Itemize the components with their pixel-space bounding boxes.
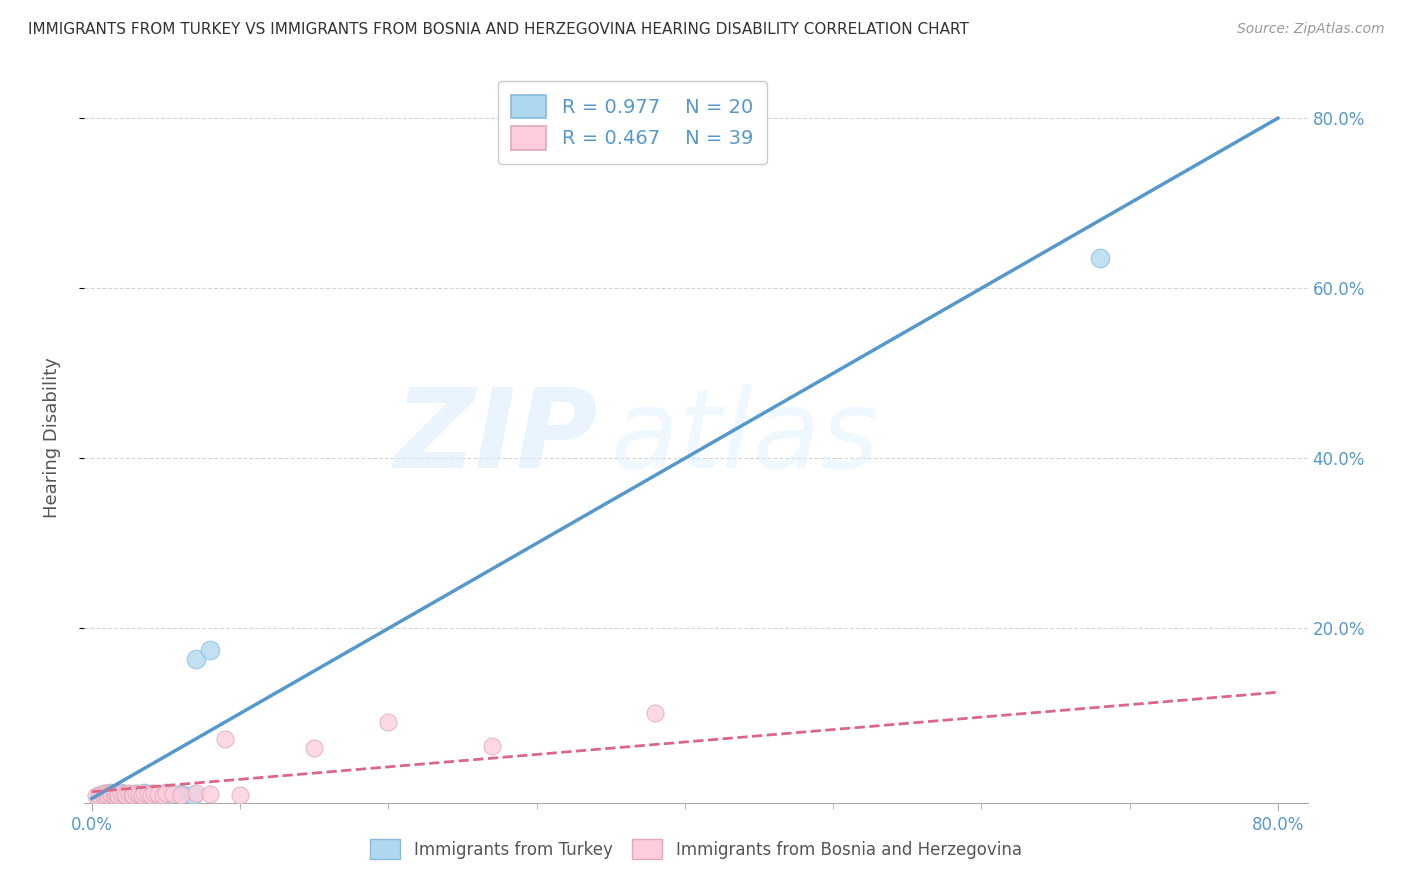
Point [148, 788, 170, 802]
Point [125, 787, 148, 801]
Point [103, 787, 125, 801]
Point [96, 788, 118, 802]
Point [132, 787, 155, 801]
Point [132, 787, 155, 801]
Point [122, 788, 145, 802]
Y-axis label: Hearing Disability: Hearing Disability [42, 357, 60, 517]
Point [121, 787, 143, 801]
Point [97, 788, 120, 802]
Point [155, 789, 177, 803]
Point [214, 731, 236, 746]
Point [377, 714, 399, 729]
Point [139, 788, 162, 802]
Point [91, 787, 114, 801]
Point [155, 787, 177, 801]
Point [155, 787, 177, 801]
Point [118, 787, 141, 801]
Point [104, 787, 127, 801]
Point [84, 789, 107, 803]
Point [118, 788, 141, 802]
Point [181, 788, 204, 802]
Point [1088, 252, 1111, 266]
Point [170, 787, 193, 801]
Point [131, 788, 153, 802]
Point [112, 787, 135, 801]
Point [96, 787, 118, 801]
Point [98, 787, 121, 801]
Point [89, 789, 111, 803]
Point [136, 787, 159, 801]
Point [302, 740, 325, 755]
Text: ZIP: ZIP [395, 384, 598, 491]
Point [110, 787, 132, 801]
Point [105, 787, 128, 801]
Point [481, 739, 503, 753]
Point [103, 788, 125, 802]
Point [184, 652, 207, 666]
Point [200, 787, 222, 801]
Point [200, 642, 222, 657]
Point [644, 706, 666, 721]
Point [100, 787, 122, 801]
Point [93, 787, 115, 801]
Point [115, 788, 138, 802]
Text: IMMIGRANTS FROM TURKEY VS IMMIGRANTS FROM BOSNIA AND HERZEGOVINA HEARING DISABIL: IMMIGRANTS FROM TURKEY VS IMMIGRANTS FRO… [28, 22, 969, 37]
Point [148, 787, 170, 801]
Text: atlas: atlas [610, 384, 879, 491]
Point [229, 788, 252, 802]
Point [128, 787, 150, 801]
Point [107, 788, 129, 802]
Point [184, 787, 207, 801]
Point [139, 787, 162, 801]
Point [143, 787, 166, 801]
Point [107, 788, 129, 802]
Point [98, 787, 121, 801]
Point [93, 788, 115, 802]
Point [112, 787, 135, 801]
Point [89, 788, 111, 802]
Point [162, 787, 184, 801]
Point [110, 787, 132, 801]
Point [170, 788, 193, 802]
Point [152, 788, 174, 802]
Legend: Immigrants from Turkey, Immigrants from Bosnia and Herzegovina: Immigrants from Turkey, Immigrants from … [361, 830, 1031, 868]
Point [125, 787, 148, 801]
Point [94, 787, 117, 801]
Text: Source: ZipAtlas.com: Source: ZipAtlas.com [1237, 22, 1385, 37]
